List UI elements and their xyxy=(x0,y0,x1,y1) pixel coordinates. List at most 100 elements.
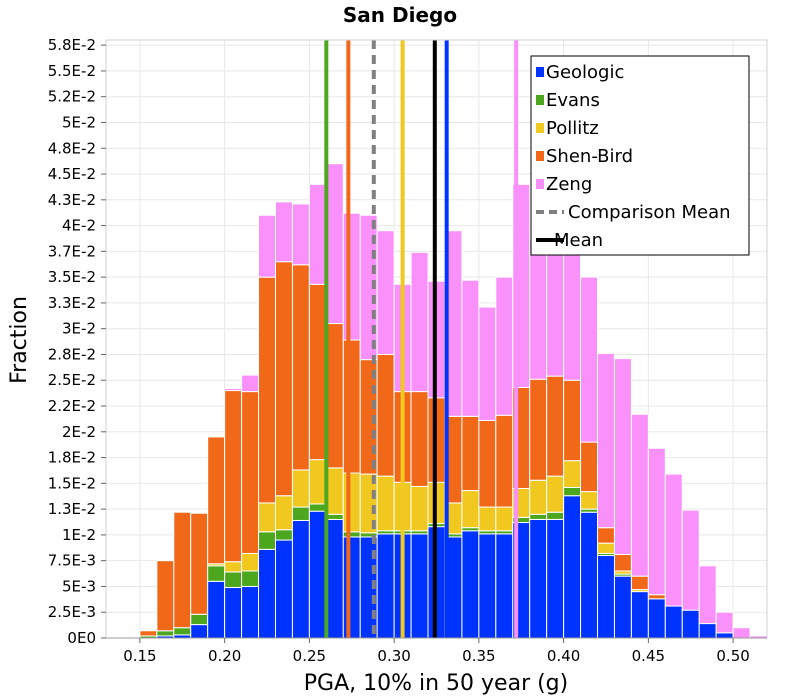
legend-label-shen-bird: Shen-Bird xyxy=(546,146,633,167)
bar-segment-pollitz xyxy=(342,472,361,533)
bar-segment-shen-bird xyxy=(291,264,310,471)
bar-segment-pollitz xyxy=(461,490,480,529)
x-tick-label: 0.35 xyxy=(462,647,495,665)
x-tick-label: 0.25 xyxy=(293,647,326,665)
y-tick-label: 1E-2 xyxy=(62,526,96,544)
bar-segment-shen-bird xyxy=(224,390,243,563)
bar-segment-shen-bird xyxy=(325,323,344,469)
y-axis-title: Fraction xyxy=(7,296,32,384)
bar-segment-pollitz xyxy=(325,467,344,515)
bar-segment-evans xyxy=(563,486,582,497)
bar-segment-geologic xyxy=(647,598,666,639)
bar-segment-pollitz xyxy=(224,561,243,573)
bar-segment-geologic xyxy=(613,575,632,639)
bar-segment-zeng xyxy=(715,611,734,634)
bar-segment-zeng xyxy=(410,251,429,393)
y-tick-label: 1.3E-2 xyxy=(48,500,96,518)
bar-segment-pollitz xyxy=(580,491,599,510)
y-tick-label: 2.5E-2 xyxy=(48,371,96,389)
bar-segment-geologic xyxy=(630,591,649,639)
y-tick-label: 2E-2 xyxy=(62,423,96,441)
bar-segment-geologic xyxy=(546,518,565,639)
bar-segment-geologic xyxy=(715,632,734,639)
bar-segment-zeng xyxy=(597,352,615,529)
bar-segment-evans xyxy=(274,529,293,541)
y-tick-label: 4.3E-2 xyxy=(48,191,96,209)
histogram-bars xyxy=(139,163,768,639)
bar-segment-geologic xyxy=(207,580,226,639)
bar-segment-pollitz xyxy=(410,485,429,532)
bar-segment-zeng xyxy=(325,163,344,325)
bar-segment-zeng xyxy=(732,627,751,639)
bar-segment-zeng xyxy=(224,387,243,392)
bar-segment-zeng xyxy=(630,413,649,577)
bar-segment-evans xyxy=(224,571,243,588)
bar-segment-pollitz xyxy=(274,495,293,531)
bar-segment-geologic xyxy=(563,495,582,639)
bar-segment-zeng xyxy=(461,279,480,417)
bar-segment-shen-bird xyxy=(563,379,582,462)
bar-segment-shen-bird xyxy=(241,391,260,554)
bar-segment-shen-bird xyxy=(308,283,327,461)
bar-segment-shen-bird xyxy=(190,512,209,615)
bar-segment-shen-bird xyxy=(258,276,276,504)
y-tick-label: 2.8E-2 xyxy=(48,345,96,363)
bar-segment-geologic xyxy=(698,623,717,639)
x-tick-label: 0.15 xyxy=(123,647,156,665)
bar-segment-shen-bird xyxy=(410,391,429,487)
legend-label-mean: Mean xyxy=(554,230,603,251)
bar-segment-geologic xyxy=(274,539,293,639)
bar-segment-pollitz xyxy=(563,460,582,488)
legend-label-geologic: Geologic xyxy=(546,62,624,83)
bar-segment-evans xyxy=(207,565,226,582)
y-tick-label: 4E-2 xyxy=(62,217,96,235)
bar-segment-shen-bird xyxy=(647,594,666,600)
bar-segment-geologic xyxy=(308,510,327,639)
bar-segment-zeng xyxy=(613,358,632,555)
y-tick-label: 1.8E-2 xyxy=(48,449,96,467)
legend-swatch-geologic xyxy=(536,67,544,77)
bar-segment-zeng xyxy=(291,203,310,266)
y-tick-label: 0E0 xyxy=(67,629,96,647)
bar-segment-shen-bird xyxy=(342,339,361,474)
bar-segment-geologic xyxy=(529,518,548,639)
bar-segment-shen-bird xyxy=(461,415,480,492)
bar-segment-evans xyxy=(529,513,548,520)
y-tick-label: 3.5E-2 xyxy=(48,268,96,286)
bar-segment-geologic xyxy=(190,624,209,639)
y-tick-label: 1.5E-2 xyxy=(48,474,96,492)
bar-segment-pollitz xyxy=(597,542,615,554)
x-axis-ticks: 0.15 0.20 0.25 0.30 0.35 0.40 0.45 0.50 xyxy=(123,638,750,665)
bar-segment-pollitz xyxy=(529,479,548,515)
bar-segment-zeng xyxy=(274,201,293,263)
bar-segment-zeng xyxy=(308,183,327,285)
bar-segment-evans xyxy=(190,613,209,626)
bar-segment-shen-bird xyxy=(580,441,599,493)
bar-segment-geologic xyxy=(342,536,361,639)
bar-segment-pollitz xyxy=(376,475,395,532)
bar-segment-pollitz xyxy=(495,506,514,532)
x-axis-title: PGA, 10% in 50 year (g) xyxy=(304,671,568,696)
bar-segment-geologic xyxy=(291,519,310,639)
bar-segment-zeng xyxy=(529,241,548,380)
bar-segment-zeng xyxy=(580,276,599,443)
bar-segment-zeng xyxy=(258,214,276,278)
bar-segment-zeng xyxy=(664,473,683,607)
bar-segment-zeng xyxy=(681,509,700,611)
legend-box xyxy=(530,55,750,256)
bar-segment-shen-bird xyxy=(529,378,548,481)
bar-segment-geologic xyxy=(241,585,260,639)
x-tick-label: 0.50 xyxy=(716,647,749,665)
y-tick-label: 3E-2 xyxy=(62,320,96,338)
bar-segment-geologic xyxy=(664,605,683,639)
bar-segment-shen-bird xyxy=(630,575,649,591)
bar-segment-pollitz xyxy=(546,475,565,513)
legend-label-evans: Evans xyxy=(546,90,600,111)
bar-segment-pollitz xyxy=(241,552,260,572)
y-tick-label: 4.5E-2 xyxy=(48,165,96,183)
bar-segment-zeng xyxy=(495,276,514,416)
bar-segment-evans xyxy=(241,570,260,587)
legend-swatch-zeng xyxy=(536,179,544,189)
bar-segment-shen-bird xyxy=(546,375,565,477)
